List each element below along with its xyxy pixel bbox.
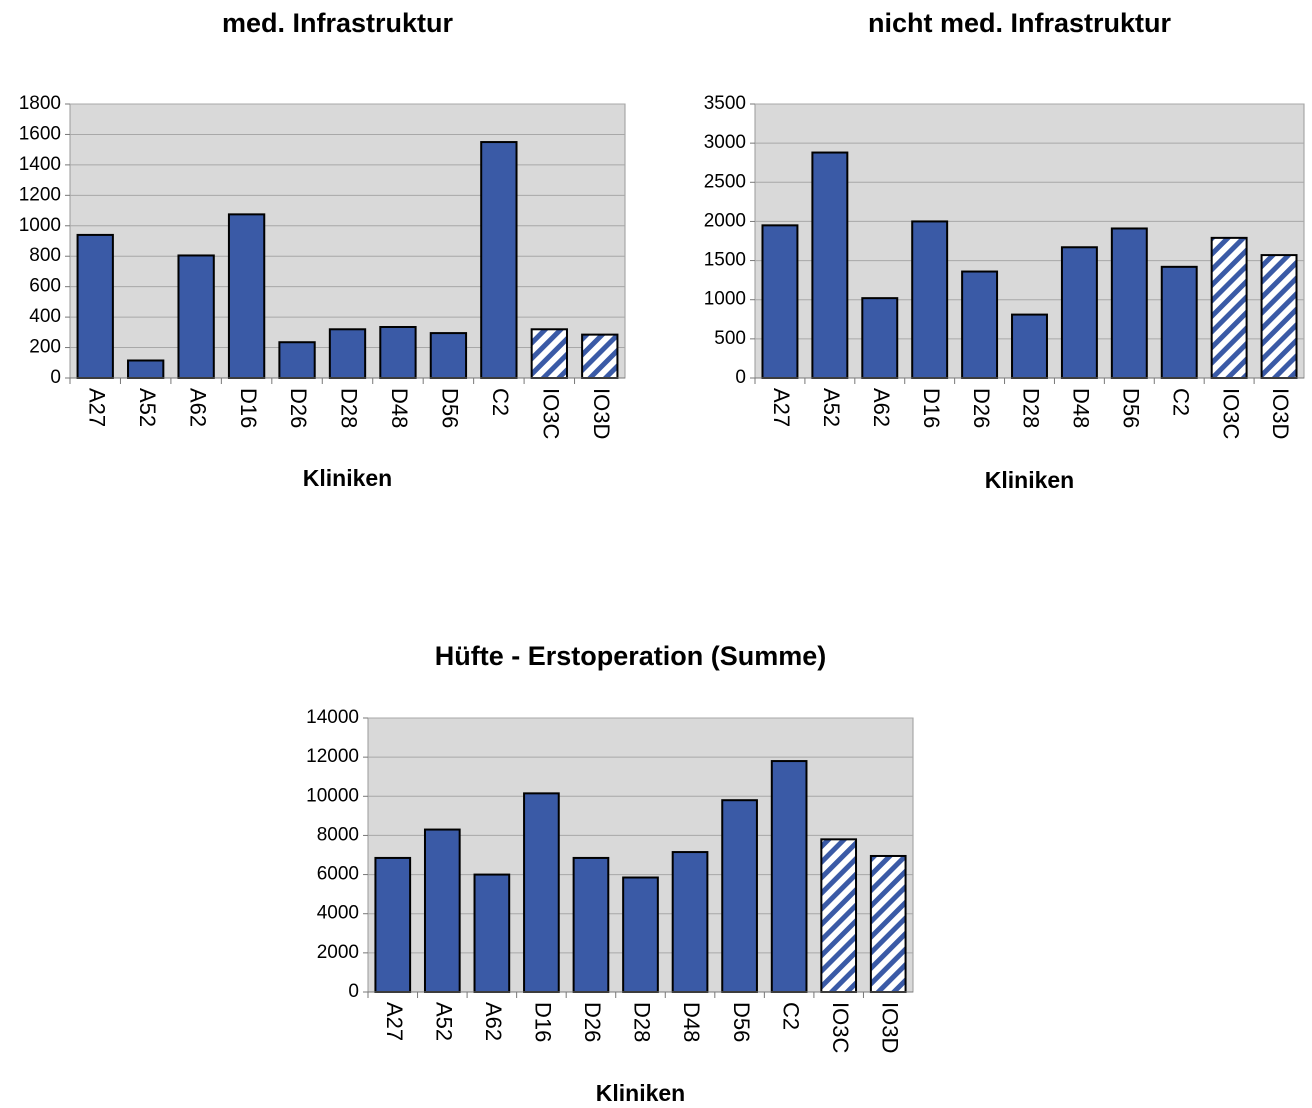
bar <box>1210 236 1248 379</box>
bar <box>1260 254 1298 379</box>
x-tick-label: IO3D <box>589 388 614 439</box>
bar <box>523 792 560 993</box>
x-tick-label: C2 <box>1168 388 1193 416</box>
bar <box>622 876 659 993</box>
y-tick-label: 3500 <box>704 93 746 114</box>
y-tick-label: 600 <box>29 276 61 297</box>
y-tick-label: 10000 <box>306 785 359 806</box>
bar <box>429 332 468 380</box>
bar <box>671 851 709 993</box>
bar <box>861 297 899 379</box>
x-tick-label: A52 <box>819 388 844 427</box>
y-tick-label: 1500 <box>704 250 746 271</box>
bar <box>911 220 949 379</box>
x-tick-label: C2 <box>778 1002 803 1030</box>
y-tick-label: 1600 <box>19 123 61 144</box>
x-tick-label: A52 <box>432 1002 457 1041</box>
x-tick-label: IO3D <box>1268 388 1293 439</box>
chart-title: nicht med. Infrastruktur <box>868 8 1172 38</box>
bar <box>869 854 907 993</box>
x-tick-label: D48 <box>1069 388 1094 428</box>
bar <box>227 213 266 379</box>
x-tick-label: C2 <box>488 388 513 416</box>
bar <box>127 359 165 380</box>
bar <box>374 856 412 994</box>
x-tick-label: D16 <box>531 1002 556 1042</box>
y-tick-label: 1800 <box>19 93 61 114</box>
x-axis-label: Kliniken <box>985 467 1074 493</box>
y-tick-label: 12000 <box>306 746 359 767</box>
x-tick-label: IO3D <box>877 1002 902 1053</box>
y-tick-label: 400 <box>29 306 61 327</box>
y-tick-label: 8000 <box>317 824 359 845</box>
x-tick-label: IO3C <box>539 388 564 439</box>
chart-title: Hüfte - Erstoperation (Summe) <box>435 641 827 671</box>
x-tick-label: A52 <box>135 388 160 427</box>
bar <box>1160 265 1198 379</box>
x-axis-label: Kliniken <box>303 465 392 491</box>
bar <box>473 873 511 993</box>
y-tick-label: 4000 <box>317 903 359 924</box>
x-tick-label: IO3C <box>1218 388 1243 439</box>
x-tick-label: D28 <box>630 1002 655 1042</box>
x-tick-label: D56 <box>729 1002 754 1042</box>
bar <box>572 856 610 994</box>
x-tick-label: A27 <box>84 388 109 427</box>
bar <box>379 326 417 379</box>
x-tick-label: D28 <box>1019 388 1044 428</box>
y-tick-label: 2000 <box>317 942 359 963</box>
y-tick-label: 1200 <box>19 184 61 205</box>
bar <box>1060 246 1098 379</box>
x-axis-label: Kliniken <box>596 1080 685 1106</box>
bar <box>278 341 316 380</box>
y-tick-label: 6000 <box>317 864 359 885</box>
y-tick-label: 2500 <box>704 171 746 192</box>
bar <box>961 270 999 380</box>
x-tick-label: D26 <box>580 1002 605 1042</box>
bar <box>530 328 568 379</box>
bar <box>811 151 849 379</box>
bar <box>328 328 367 379</box>
x-tick-label: A27 <box>382 1002 407 1041</box>
y-tick-label: 3000 <box>704 132 746 153</box>
x-tick-label: D26 <box>286 388 311 428</box>
bar <box>1011 313 1048 379</box>
y-tick-label: 1000 <box>704 289 746 310</box>
x-tick-label: D56 <box>438 388 463 428</box>
x-tick-label: D48 <box>679 1002 704 1042</box>
y-tick-label: 2000 <box>704 210 746 231</box>
bar <box>770 760 808 993</box>
x-tick-label: D28 <box>337 388 362 428</box>
x-tick-label: D16 <box>919 388 944 428</box>
y-tick-label: 0 <box>735 367 746 388</box>
x-tick-label: A27 <box>769 388 794 427</box>
x-tick-label: A62 <box>869 388 894 427</box>
x-tick-label: A62 <box>185 388 210 427</box>
bar <box>423 828 461 993</box>
bar <box>820 838 858 993</box>
chart-title: med. Infrastruktur <box>222 8 454 38</box>
bar <box>721 799 758 994</box>
x-tick-label: D16 <box>236 388 261 428</box>
x-tick-label: D56 <box>1119 388 1144 428</box>
y-tick-label: 14000 <box>306 707 359 728</box>
bar <box>480 141 518 379</box>
y-tick-label: 0 <box>50 367 61 388</box>
y-tick-label: 0 <box>348 981 359 1002</box>
bar <box>177 254 215 379</box>
bar <box>76 233 114 379</box>
x-tick-label: A62 <box>481 1002 506 1041</box>
x-tick-label: D48 <box>387 388 412 428</box>
x-tick-label: IO3C <box>828 1002 853 1053</box>
bar <box>581 333 619 380</box>
y-tick-label: 500 <box>714 328 746 349</box>
bar <box>1110 227 1148 379</box>
x-tick-label: D26 <box>969 388 994 428</box>
y-tick-label: 200 <box>29 337 61 358</box>
y-tick-label: 1400 <box>19 154 61 175</box>
y-tick-label: 800 <box>29 245 61 266</box>
y-tick-label: 1000 <box>19 215 61 236</box>
bar <box>761 224 799 379</box>
